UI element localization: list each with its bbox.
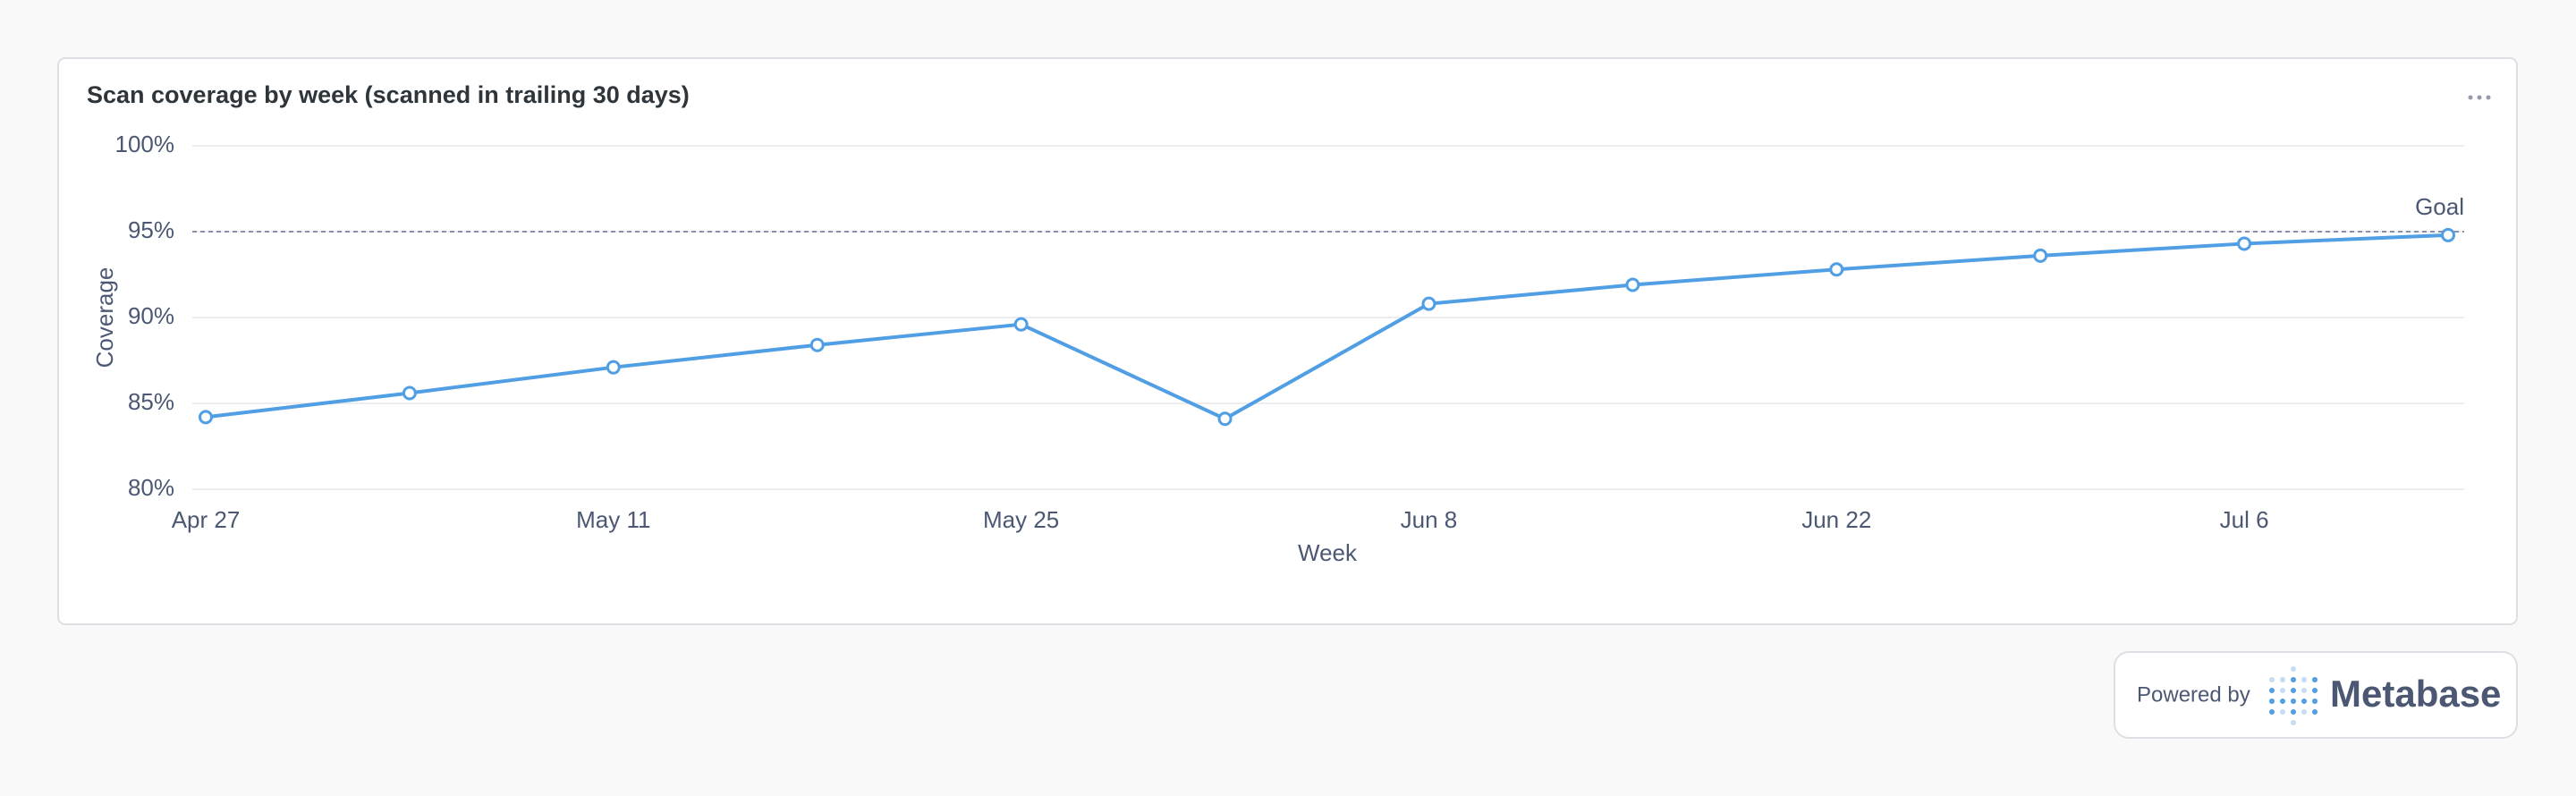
x-tick-label: Jul 6: [2220, 506, 2269, 533]
y-tick-label: 95%: [128, 216, 174, 243]
y-tick-label: 100%: [115, 131, 175, 157]
goal-label: Goal: [2415, 193, 2464, 220]
data-point: [1217, 411, 1233, 427]
x-tick-label: Apr 27: [172, 506, 241, 533]
card: [57, 57, 2518, 625]
x-axis-label: Week: [1298, 539, 1358, 566]
powered-by-box[interactable]: [2114, 651, 2518, 739]
data-point: [606, 360, 621, 375]
y-tick-label: 80%: [128, 474, 174, 501]
data-point: [199, 410, 213, 425]
data-point: [2237, 236, 2252, 251]
data-point: [1013, 317, 1029, 332]
x-tick-label: May 25: [983, 506, 1059, 533]
data-point: [1625, 277, 1640, 292]
series-line: [205, 233, 2449, 421]
card-menu[interactable]: [2468, 95, 2491, 100]
data-point: [2441, 227, 2455, 242]
brand: Metabase: [2330, 673, 2501, 715]
chart-title: Scan coverage by week (scanned in traili…: [87, 81, 690, 108]
y-tick-label: 90%: [128, 302, 174, 329]
powered-by: Powered by: [2137, 682, 2250, 707]
y-tick-label: 85%: [128, 388, 174, 415]
data-point: [809, 337, 825, 352]
data-point: [402, 385, 417, 401]
x-tick-label: Jun 22: [1801, 506, 1871, 533]
metabase-logo: [2269, 666, 2318, 725]
x-tick-label: May 11: [576, 506, 650, 533]
data-point: [1829, 262, 1844, 277]
x-tick-label: Jun 8: [1401, 506, 1458, 533]
data-point: [1421, 296, 1436, 311]
y-axis-label: Coverage: [91, 267, 118, 368]
data-point: [2033, 248, 2048, 263]
